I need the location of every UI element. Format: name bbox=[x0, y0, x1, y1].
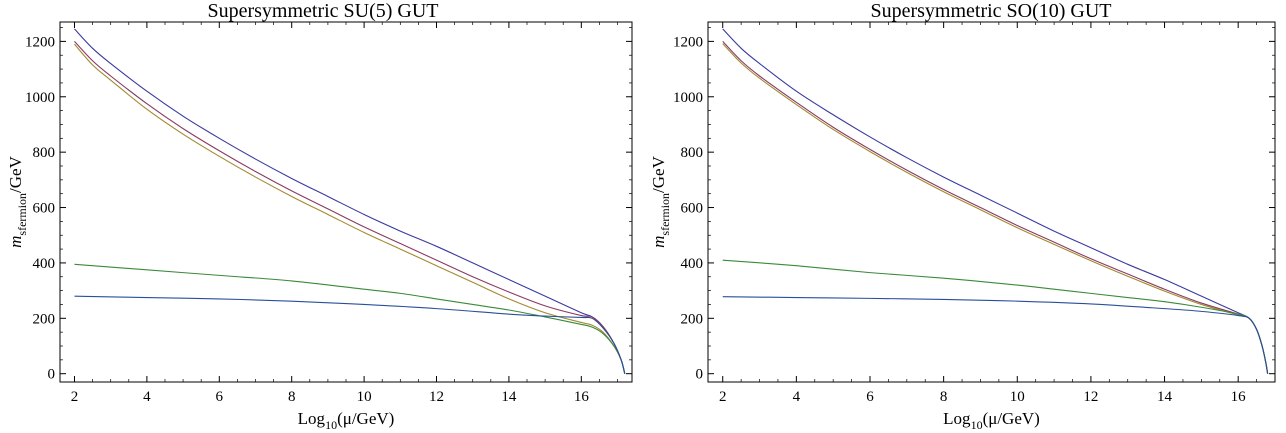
x-axis-label: Log10(μ/GeV) bbox=[298, 409, 395, 432]
x-tick-label: 4 bbox=[793, 389, 801, 405]
minor-ticks bbox=[708, 22, 1276, 382]
y-tick-label: 1000 bbox=[673, 90, 703, 106]
chart-so10: Supersymmetric SO(10) GUT 2 4 6 8 10 12 14 16 0 20… bbox=[643, 0, 1286, 433]
x-tick-label: 10 bbox=[357, 389, 372, 405]
x-tick-label: 10 bbox=[1010, 389, 1025, 405]
series-line-3 bbox=[722, 43, 1269, 374]
x-tick-label: 8 bbox=[940, 389, 948, 405]
series-line-2 bbox=[722, 41, 1269, 374]
y-tick-label: 0 bbox=[48, 367, 56, 383]
x-tick-label: 14 bbox=[1157, 389, 1173, 405]
x-tick-label: 6 bbox=[866, 389, 874, 405]
x-tick-label: 12 bbox=[429, 389, 444, 405]
y-tick-label: 400 bbox=[681, 256, 704, 272]
series-line-5 bbox=[722, 296, 1269, 374]
y-tick-label: 200 bbox=[681, 311, 704, 327]
y-axis-label: msfermion/GeV bbox=[6, 155, 29, 247]
x-tick-label: 14 bbox=[501, 389, 517, 405]
y-tick-label: 400 bbox=[33, 256, 56, 272]
x-tick-label: 4 bbox=[143, 389, 151, 405]
x-tick-label: 8 bbox=[288, 389, 296, 405]
chart-su5: Supersymmetric SU(5) GUT 2 4 6 8 10 12 14 16 0 200… bbox=[6, 0, 633, 432]
y-tick-label: 200 bbox=[33, 311, 56, 327]
series-line-4 bbox=[74, 263, 626, 374]
series-line-3 bbox=[74, 43, 626, 374]
chart-title: Supersymmetric SO(10) GUT bbox=[870, 0, 1111, 22]
x-tick-label: 16 bbox=[1231, 389, 1247, 405]
chart-so10-svg: Supersymmetric SO(10) GUT 2 4 6 8 10 12 14 16 0 20… bbox=[649, 0, 1276, 432]
chart-title: Supersymmetric SU(5) GUT bbox=[207, 0, 438, 22]
plot-frame bbox=[707, 21, 1276, 383]
x-axis-label: Log10(μ/GeV) bbox=[943, 409, 1040, 432]
y-tick-label: 800 bbox=[681, 145, 704, 161]
x-tick-label: 12 bbox=[1083, 389, 1098, 405]
y-tick-label: 1200 bbox=[673, 34, 703, 50]
x-tick-label: 6 bbox=[216, 389, 224, 405]
minor-ticks bbox=[60, 22, 632, 382]
series-line-2 bbox=[74, 41, 626, 374]
y-tick-label: 600 bbox=[33, 201, 56, 217]
plot-frame bbox=[59, 21, 633, 383]
y-tick-label: 1000 bbox=[25, 90, 55, 106]
y-tick-label: 800 bbox=[33, 145, 56, 161]
y-axis-label: msfermion/GeV bbox=[649, 155, 672, 247]
series-line-1 bbox=[74, 28, 626, 374]
x-tick-label: 2 bbox=[719, 389, 727, 405]
series-line-5 bbox=[74, 295, 626, 374]
chart-su5-svg: Supersymmetric SU(5) GUT 2 4 6 8 10 12 14 16 0 200… bbox=[6, 0, 633, 432]
x-tick-label: 16 bbox=[574, 389, 590, 405]
y-tick-label: 1200 bbox=[25, 34, 55, 50]
series-line-1 bbox=[722, 28, 1269, 374]
series-line-4 bbox=[722, 259, 1269, 374]
x-tick-label: 2 bbox=[71, 389, 79, 405]
y-tick-label: 0 bbox=[696, 367, 704, 383]
y-tick-label: 600 bbox=[681, 201, 704, 217]
